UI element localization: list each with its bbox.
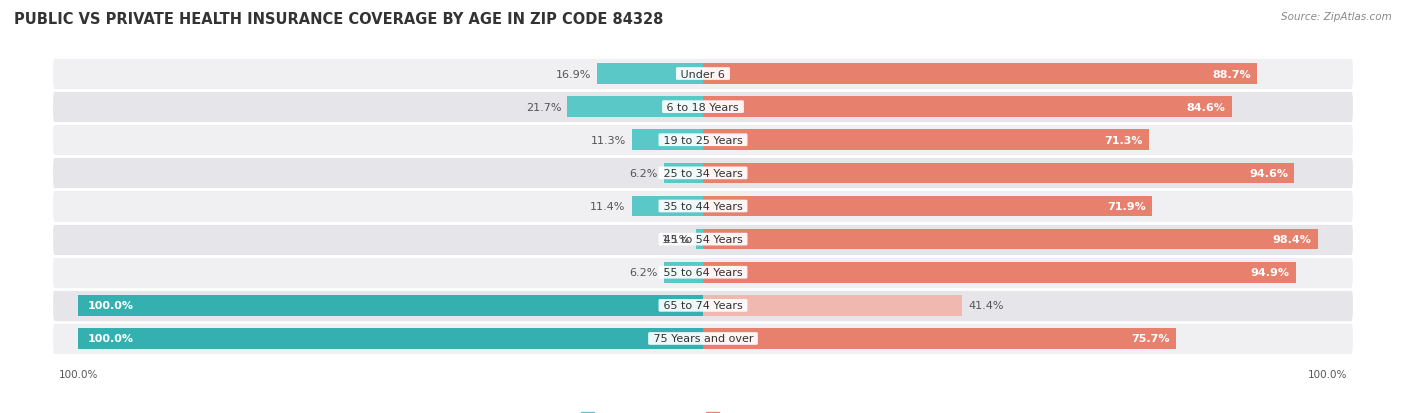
Text: 71.9%: 71.9% xyxy=(1108,202,1146,211)
Text: 88.7%: 88.7% xyxy=(1212,69,1251,79)
FancyBboxPatch shape xyxy=(53,91,1353,124)
Bar xyxy=(703,97,1232,118)
Text: 21.7%: 21.7% xyxy=(526,102,561,112)
Text: Under 6: Under 6 xyxy=(678,69,728,79)
Bar xyxy=(703,328,1175,349)
Bar xyxy=(703,262,1296,283)
FancyBboxPatch shape xyxy=(53,256,1353,289)
Text: 19 to 25 Years: 19 to 25 Years xyxy=(659,135,747,145)
Bar xyxy=(703,229,1317,250)
Text: 35 to 44 Years: 35 to 44 Years xyxy=(659,202,747,211)
Text: 100.0%: 100.0% xyxy=(87,334,134,344)
Text: 16.9%: 16.9% xyxy=(555,69,591,79)
Text: 25 to 34 Years: 25 to 34 Years xyxy=(659,169,747,178)
Bar xyxy=(568,97,703,118)
Text: 11.3%: 11.3% xyxy=(591,135,626,145)
Text: 6 to 18 Years: 6 to 18 Years xyxy=(664,102,742,112)
Text: PUBLIC VS PRIVATE HEALTH INSURANCE COVERAGE BY AGE IN ZIP CODE 84328: PUBLIC VS PRIVATE HEALTH INSURANCE COVER… xyxy=(14,12,664,27)
FancyBboxPatch shape xyxy=(53,157,1353,190)
Bar xyxy=(79,328,703,349)
Text: 100.0%: 100.0% xyxy=(87,301,134,311)
Text: 1.1%: 1.1% xyxy=(662,235,690,244)
Text: 71.3%: 71.3% xyxy=(1104,135,1142,145)
Bar xyxy=(703,295,962,316)
Text: 55 to 64 Years: 55 to 64 Years xyxy=(659,268,747,278)
Legend: Public Insurance, Private Insurance: Public Insurance, Private Insurance xyxy=(576,408,830,413)
FancyBboxPatch shape xyxy=(53,58,1353,91)
FancyBboxPatch shape xyxy=(53,124,1353,157)
Text: 6.2%: 6.2% xyxy=(630,169,658,178)
Bar xyxy=(631,196,703,217)
Bar xyxy=(703,64,1257,85)
Text: 94.6%: 94.6% xyxy=(1249,169,1288,178)
Text: 11.4%: 11.4% xyxy=(591,202,626,211)
Text: Source: ZipAtlas.com: Source: ZipAtlas.com xyxy=(1281,12,1392,22)
Bar xyxy=(703,163,1294,184)
FancyBboxPatch shape xyxy=(53,223,1353,256)
Bar xyxy=(664,163,703,184)
FancyBboxPatch shape xyxy=(53,190,1353,223)
FancyBboxPatch shape xyxy=(53,322,1353,355)
Bar xyxy=(703,130,1149,151)
Bar xyxy=(79,295,703,316)
Text: 75.7%: 75.7% xyxy=(1132,334,1170,344)
Text: 45 to 54 Years: 45 to 54 Years xyxy=(659,235,747,244)
Bar xyxy=(664,262,703,283)
Text: 6.2%: 6.2% xyxy=(630,268,658,278)
Bar xyxy=(598,64,703,85)
Bar xyxy=(633,130,703,151)
Text: 41.4%: 41.4% xyxy=(967,301,1004,311)
Text: 65 to 74 Years: 65 to 74 Years xyxy=(659,301,747,311)
Text: 75 Years and over: 75 Years and over xyxy=(650,334,756,344)
Bar xyxy=(703,196,1153,217)
Bar xyxy=(696,229,703,250)
FancyBboxPatch shape xyxy=(53,289,1353,322)
Text: 94.9%: 94.9% xyxy=(1251,268,1289,278)
Text: 98.4%: 98.4% xyxy=(1272,235,1312,244)
Text: 84.6%: 84.6% xyxy=(1187,102,1226,112)
